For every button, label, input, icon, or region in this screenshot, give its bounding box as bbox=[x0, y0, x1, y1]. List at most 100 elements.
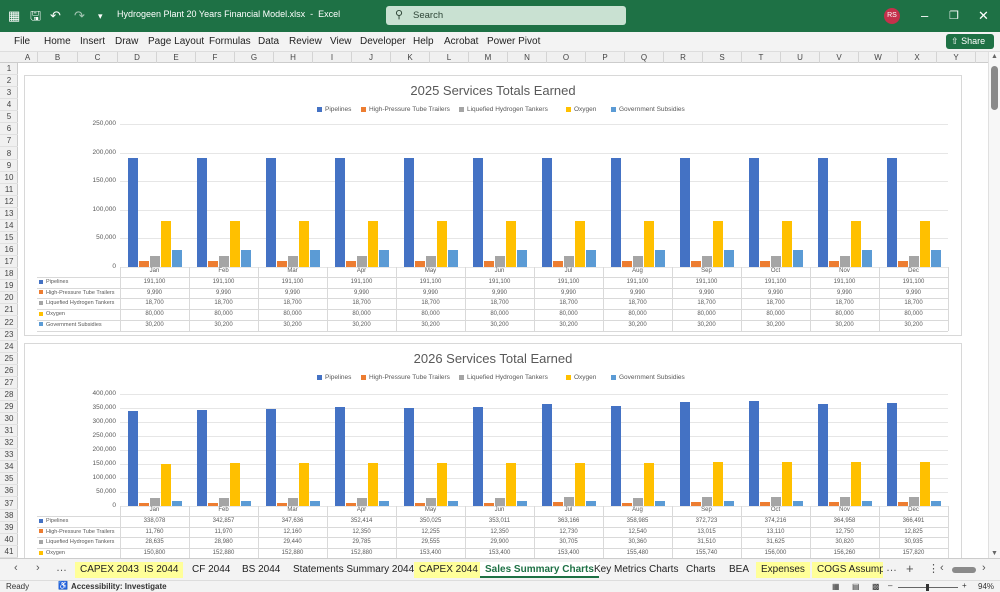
sheet-tab-cogs-assumptions[interactable]: COGS Assumpti bbox=[812, 562, 883, 578]
row-header-41[interactable]: 41 bbox=[0, 546, 18, 558]
row-header-11[interactable]: 11 bbox=[0, 184, 18, 196]
hscroll-right-icon[interactable]: › bbox=[982, 562, 986, 574]
column-header-p[interactable]: P bbox=[586, 52, 625, 63]
sheet-tab-bea[interactable]: BEA bbox=[729, 564, 750, 575]
row-header-39[interactable]: 39 bbox=[0, 522, 18, 534]
tab-help[interactable]: Help bbox=[413, 36, 434, 47]
row-header-14[interactable]: 14 bbox=[0, 220, 18, 232]
user-avatar[interactable]: RS bbox=[884, 8, 900, 24]
column-header-c[interactable]: C bbox=[78, 52, 118, 63]
hscroll-left-icon[interactable]: ‹ bbox=[940, 562, 944, 574]
column-header-x[interactable]: X bbox=[898, 52, 937, 63]
row-header-22[interactable]: 22 bbox=[0, 317, 18, 329]
row-header-18[interactable]: 18 bbox=[0, 268, 18, 281]
sheet-tab-expenses[interactable]: Expenses bbox=[756, 562, 810, 578]
column-header-w[interactable]: W bbox=[859, 52, 898, 63]
column-header-f[interactable]: F bbox=[196, 52, 235, 63]
vertical-scrollbar[interactable]: ▲ ▼ bbox=[988, 52, 1000, 558]
zoom-slider-thumb[interactable] bbox=[926, 584, 929, 591]
column-header-m[interactable]: M bbox=[469, 52, 508, 63]
share-button[interactable]: ⇧ Share bbox=[946, 34, 994, 49]
row-header-8[interactable]: 8 bbox=[0, 148, 18, 160]
row-header-28[interactable]: 28 bbox=[0, 389, 18, 401]
chart-2026-services[interactable]: 2026 Services Total Earned Pipelines High… bbox=[24, 343, 962, 558]
column-header-j[interactable]: J bbox=[352, 52, 391, 63]
customize-toolbar-icon[interactable]: ▾ bbox=[98, 11, 103, 21]
row-header-21[interactable]: 21 bbox=[0, 304, 18, 317]
row-header-19[interactable]: 19 bbox=[0, 280, 18, 293]
sheet-tab-is-2044[interactable]: IS 2044 bbox=[139, 562, 184, 578]
sheet-tab-cf-2044[interactable]: CF 2044 bbox=[192, 564, 231, 575]
zoom-out-icon[interactable]: – bbox=[888, 581, 893, 590]
tab-acrobat[interactable]: Acrobat bbox=[444, 36, 479, 47]
row-header-17[interactable]: 17 bbox=[0, 256, 18, 269]
sheet-tab-bs-2044[interactable]: BS 2044 bbox=[242, 564, 281, 575]
page-layout-view-icon[interactable]: ▤ bbox=[852, 582, 860, 591]
row-header-37[interactable]: 37 bbox=[0, 498, 18, 510]
column-header-a[interactable]: A bbox=[18, 52, 38, 63]
column-header-k[interactable]: K bbox=[391, 52, 430, 63]
normal-view-icon[interactable]: ▦ bbox=[832, 582, 840, 591]
row-header-38[interactable]: 38 bbox=[0, 510, 18, 522]
column-header-t[interactable]: T bbox=[742, 52, 781, 63]
row-header-2[interactable]: 2 bbox=[0, 75, 18, 88]
horizontal-scrollbar-thumb[interactable] bbox=[952, 567, 976, 573]
row-header-33[interactable]: 33 bbox=[0, 449, 18, 462]
row-header-26[interactable]: 26 bbox=[0, 365, 18, 377]
row-header-24[interactable]: 24 bbox=[0, 341, 18, 353]
sheet-tab-statements-summary-2044[interactable]: Statements Summary 2044 bbox=[293, 564, 415, 575]
column-header-g[interactable]: G bbox=[235, 52, 274, 63]
row-header-15[interactable]: 15 bbox=[0, 232, 18, 244]
row-header-34[interactable]: 34 bbox=[0, 461, 18, 474]
row-header-9[interactable]: 9 bbox=[0, 160, 18, 172]
column-header-u[interactable]: U bbox=[781, 52, 820, 63]
row-header-23[interactable]: 23 bbox=[0, 329, 18, 341]
column-header-n[interactable]: N bbox=[508, 52, 547, 63]
tab-home[interactable]: Home bbox=[44, 36, 71, 47]
column-header-y[interactable]: Y bbox=[937, 52, 976, 63]
search-box[interactable]: ⚲ Search bbox=[386, 6, 626, 25]
row-header-6[interactable]: 6 bbox=[0, 123, 18, 136]
row-header-10[interactable]: 10 bbox=[0, 172, 18, 184]
tab-insert[interactable]: Insert bbox=[80, 36, 106, 47]
column-header-b[interactable]: B bbox=[38, 52, 78, 63]
zoom-level[interactable]: 94% bbox=[978, 582, 995, 591]
row-header-3[interactable]: 3 bbox=[0, 87, 18, 100]
tab-power-pivot[interactable]: Power Pivot bbox=[487, 36, 541, 47]
more-tabs-icon[interactable]: … bbox=[56, 562, 67, 574]
sheet-tab-sales-summary-charts[interactable]: Sales Summary Charts bbox=[480, 562, 599, 578]
row-header-36[interactable]: 36 bbox=[0, 485, 18, 498]
undo-icon[interactable]: ↶ bbox=[50, 8, 61, 23]
row-header-4[interactable]: 4 bbox=[0, 99, 18, 112]
zoom-slider[interactable] bbox=[898, 584, 958, 591]
tab-file[interactable]: File bbox=[14, 36, 31, 47]
tab-formulas[interactable]: Formulas bbox=[209, 36, 251, 47]
redo-icon[interactable]: ↷ bbox=[74, 8, 85, 23]
worksheet-grid[interactable]: 2025 Services Totals Earned Pipelines Hig… bbox=[18, 63, 988, 558]
scroll-up-icon[interactable]: ▲ bbox=[991, 53, 998, 60]
hscroll-options-icon[interactable]: ⋮ bbox=[928, 563, 939, 575]
close-icon[interactable]: ✕ bbox=[978, 8, 989, 23]
tab-review[interactable]: Review bbox=[289, 36, 322, 47]
accessibility-status[interactable]: Accessibility: Investigate bbox=[71, 582, 167, 591]
column-header-q[interactable]: Q bbox=[625, 52, 664, 63]
row-header-12[interactable]: 12 bbox=[0, 196, 18, 208]
column-header-d[interactable]: D bbox=[118, 52, 157, 63]
sheet-tab-charts[interactable]: Charts bbox=[686, 564, 716, 575]
sheet-tab-capex-2044[interactable]: CAPEX 2044 bbox=[414, 562, 483, 578]
row-header-16[interactable]: 16 bbox=[0, 244, 18, 257]
add-sheet-icon[interactable]: + bbox=[906, 561, 914, 576]
row-header-30[interactable]: 30 bbox=[0, 413, 18, 425]
scrollbar-thumb[interactable] bbox=[991, 66, 998, 110]
chart-2025-services[interactable]: 2025 Services Totals Earned Pipelines Hig… bbox=[24, 75, 962, 336]
tab-developer[interactable]: Developer bbox=[360, 36, 406, 47]
sheet-tab-capex-2043[interactable]: CAPEX 2043 bbox=[75, 562, 144, 578]
column-header-s[interactable]: S bbox=[703, 52, 742, 63]
row-header-40[interactable]: 40 bbox=[0, 534, 18, 546]
row-header-1[interactable]: 1 bbox=[0, 63, 18, 75]
page-break-view-icon[interactable]: ▩ bbox=[872, 582, 880, 591]
scroll-down-icon[interactable]: ▼ bbox=[991, 550, 998, 557]
save-icon[interactable]: 🖫 bbox=[30, 8, 42, 23]
tab-more-right-icon[interactable]: … bbox=[886, 562, 897, 574]
sheet-tab-key-metrics-charts[interactable]: Key Metrics Charts bbox=[594, 564, 679, 575]
